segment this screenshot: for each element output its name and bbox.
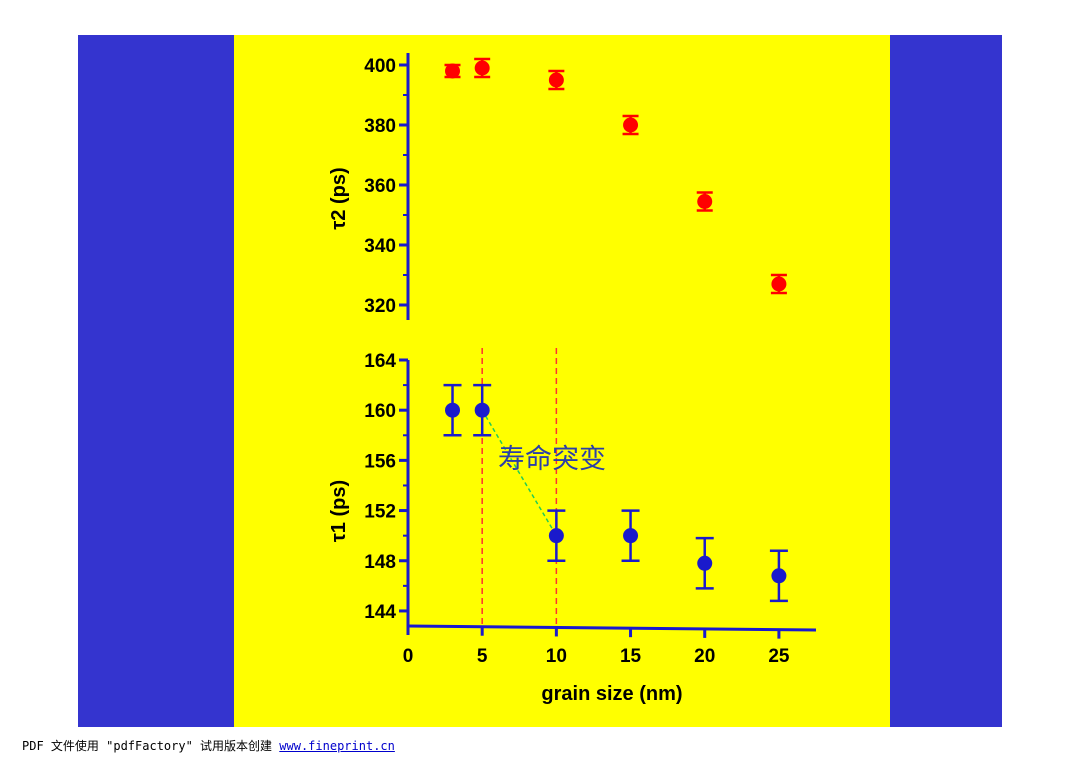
tau2-points <box>444 57 787 295</box>
tau1-point <box>548 528 564 544</box>
tau2-point <box>474 60 490 76</box>
tau2-tick-label: 340 <box>364 236 396 257</box>
tau2-point <box>548 72 564 88</box>
tau1-trend-line <box>481 409 558 537</box>
left-blue-panel <box>78 35 234 727</box>
tau1-point <box>697 555 713 571</box>
tau1-point <box>445 402 461 418</box>
tau1-tick-label: 164 <box>364 351 396 372</box>
footer-text: PDF 文件使用 "pdfFactory" 试用版本创建 <box>22 739 280 753</box>
lifetime-jump-annotation: 寿命突变 <box>498 444 606 475</box>
tau1-tick-label: 148 <box>364 552 396 573</box>
tau2-panel: 320 340 360 380 400 τ2 (ps) <box>328 53 787 320</box>
tau2-tick-label: 380 <box>364 116 396 137</box>
tau1-point <box>771 568 787 584</box>
footer-link[interactable]: www.fineprint.cn <box>279 739 395 753</box>
tau2-tick-label: 360 <box>364 176 396 197</box>
x-ticks: 0 5 10 15 20 25 <box>403 626 790 667</box>
x-tick-label: 10 <box>546 646 567 667</box>
tau2-y-axis-title: τ2 (ps) <box>328 167 350 229</box>
tau2-point <box>771 276 787 292</box>
tau1-tick-label: 160 <box>364 401 396 422</box>
tau2-y-ticks: 320 340 360 380 400 <box>364 56 408 317</box>
tau1-tick-label: 144 <box>364 602 396 623</box>
slide-yellow-background <box>234 35 890 727</box>
x-tick-label: 25 <box>768 646 790 667</box>
tau1-y-axis-title: τ1 (ps) <box>328 480 350 542</box>
tau2-tick-label: 400 <box>364 56 396 77</box>
tau1-point <box>474 402 490 418</box>
tau2-point <box>623 117 639 133</box>
x-tick-label: 5 <box>477 646 488 667</box>
x-axis <box>407 624 817 632</box>
tau1-point <box>623 528 639 544</box>
tau1-panel: 144 148 152 156 160 164 0 5 10 15 20 25 τ1 (ps) gr… <box>328 348 817 705</box>
x-tick-label: 20 <box>694 646 715 667</box>
tau1-tick-label: 156 <box>364 451 396 472</box>
tau2-point <box>445 63 461 79</box>
right-blue-panel <box>890 35 1002 727</box>
tau1-points <box>443 383 788 603</box>
tau1-guide-lines <box>481 348 558 626</box>
x-tick-label: 0 <box>403 646 414 667</box>
x-axis-title: grain size (nm) <box>541 683 682 705</box>
tau2-point <box>697 194 713 209</box>
tau1-tick-label: 152 <box>364 502 396 523</box>
tau1-y-ticks: 144 148 152 156 160 164 <box>364 351 408 623</box>
x-tick-label: 15 <box>620 646 642 667</box>
tau2-tick-label: 320 <box>364 296 396 317</box>
pdf-footer: PDF 文件使用 "pdfFactory" 试用版本创建 www.finepri… <box>22 737 395 754</box>
